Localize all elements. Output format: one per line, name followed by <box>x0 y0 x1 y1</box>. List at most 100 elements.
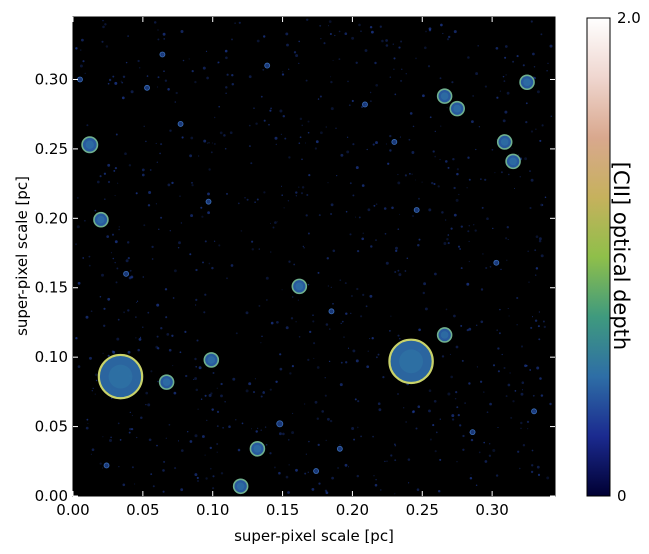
speckle-mark <box>450 375 454 379</box>
speckle-mark <box>512 60 515 63</box>
speckle-mark <box>355 216 357 218</box>
x-tick-label: 0.10 <box>196 501 229 519</box>
speckle-mark <box>189 154 193 158</box>
speckle-mark <box>107 82 110 85</box>
speckle-mark <box>492 364 496 367</box>
speckle-mark <box>312 320 315 323</box>
speckle-mark <box>432 424 435 427</box>
speckle-mark <box>330 107 334 111</box>
speckle-mark <box>468 225 471 227</box>
cloud-disc <box>531 408 537 415</box>
speckle-mark <box>480 288 484 291</box>
speckle-mark <box>329 419 333 423</box>
speckle-mark <box>329 328 331 330</box>
speckle-mark <box>104 23 107 26</box>
speckle-mark <box>204 454 206 456</box>
speckle-mark <box>302 245 304 248</box>
speckle-mark <box>483 391 485 393</box>
speckle-mark <box>272 226 275 229</box>
speckle-mark <box>284 137 287 140</box>
speckle-mark <box>308 440 310 443</box>
speckle-mark <box>228 425 231 428</box>
speckle-mark <box>114 166 118 170</box>
speckle-mark <box>428 208 432 212</box>
cloud-marker <box>93 211 109 228</box>
speckle-mark <box>358 216 361 219</box>
speckle-mark <box>346 150 350 154</box>
speckle-mark <box>287 200 290 202</box>
speckle-mark <box>360 315 363 318</box>
speckle-mark <box>375 478 377 481</box>
speckle-mark <box>405 421 407 423</box>
speckle-mark <box>80 49 82 51</box>
speckle-mark <box>370 30 374 34</box>
speckle-mark <box>180 488 184 492</box>
speckle-mark <box>305 18 309 22</box>
speckle-mark <box>527 250 530 253</box>
speckle-mark <box>125 259 129 263</box>
speckle-mark <box>484 85 487 88</box>
speckle-mark <box>317 98 320 100</box>
cloud-marker <box>291 278 308 295</box>
speckle-mark <box>205 50 208 53</box>
speckle-mark <box>204 240 207 243</box>
speckle-mark <box>307 358 310 362</box>
speckle-mark <box>75 47 78 50</box>
speckle-mark <box>131 276 133 278</box>
speckle-mark <box>102 25 105 29</box>
speckle-mark <box>169 230 171 232</box>
cloud-marker <box>205 198 212 205</box>
speckle-mark <box>88 264 91 267</box>
speckle-mark <box>129 269 132 272</box>
speckle-mark <box>260 342 262 344</box>
speckle-mark <box>305 214 308 217</box>
speckle-mark <box>330 80 333 84</box>
speckle-mark <box>483 441 485 444</box>
speckle-mark <box>194 304 197 306</box>
cloud-disc <box>177 120 184 127</box>
speckle-mark <box>434 155 437 158</box>
speckle-mark <box>539 377 542 380</box>
speckle-mark <box>375 203 378 205</box>
cloud-marker <box>336 445 343 452</box>
speckle-mark <box>340 153 344 157</box>
speckle-mark <box>393 68 395 70</box>
speckle-mark <box>117 422 120 425</box>
speckle-mark <box>180 30 184 33</box>
speckle-mark <box>319 95 322 98</box>
speckle-mark <box>131 466 134 469</box>
speckle-mark <box>476 366 478 368</box>
speckle-mark <box>76 225 80 229</box>
speckle-mark <box>81 38 84 42</box>
speckle-mark <box>466 187 468 189</box>
speckle-mark <box>345 210 348 213</box>
speckle-mark <box>397 228 400 231</box>
speckle-mark <box>462 448 465 451</box>
speckle-mark <box>383 207 387 210</box>
speckle-mark <box>127 35 129 37</box>
speckle-mark <box>538 239 542 243</box>
speckle-mark <box>495 474 499 477</box>
speckle-mark <box>507 238 509 241</box>
speckle-mark <box>114 195 116 197</box>
speckle-mark <box>353 438 356 441</box>
speckle-mark <box>502 75 505 78</box>
speckle-mark <box>544 196 547 199</box>
speckle-mark <box>399 338 401 340</box>
speckle-mark <box>341 320 344 323</box>
speckle-mark <box>439 158 441 161</box>
speckle-mark <box>314 147 318 150</box>
cloud-core <box>440 92 449 100</box>
speckle-mark <box>201 215 204 218</box>
speckle-mark <box>468 178 471 181</box>
speckle-mark <box>354 398 357 401</box>
speckle-mark <box>313 357 315 359</box>
speckle-mark <box>530 470 534 474</box>
speckle-mark <box>422 291 426 295</box>
speckle-mark <box>299 117 303 121</box>
speckle-mark <box>530 178 534 182</box>
speckle-mark <box>369 338 371 340</box>
speckle-mark <box>295 321 297 323</box>
speckle-mark <box>283 207 285 209</box>
speckle-mark <box>248 124 251 127</box>
